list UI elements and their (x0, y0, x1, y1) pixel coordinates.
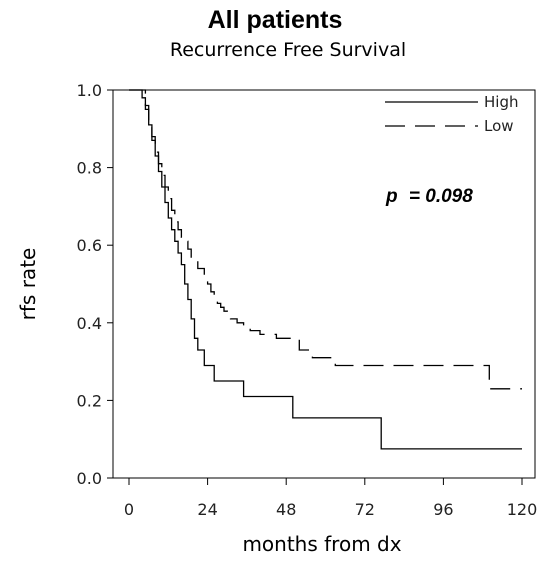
y-tick-label: 0.6 (77, 236, 102, 255)
x-axis: 0 24 48 72 96 120 (124, 478, 537, 519)
plot-frame (112, 89, 536, 479)
y-tick-label: 0.8 (77, 159, 102, 178)
x-tick-label: 0 (124, 500, 134, 519)
x-axis-label: months from dx (242, 532, 401, 556)
y-axis: 0.0 0.2 0.4 0.6 0.8 1.0 (77, 81, 113, 488)
x-tick-label: 24 (197, 500, 217, 519)
legend-label-high: High (484, 93, 518, 111)
x-tick-label: 96 (433, 500, 453, 519)
legend-label-low: Low (484, 117, 514, 135)
y-tick-label: 0.2 (77, 391, 102, 410)
y-tick-label: 0.0 (77, 469, 102, 488)
series-layer (129, 89, 522, 450)
y-axis-label: rfs rate (16, 248, 40, 321)
x-tick-label: 120 (507, 500, 538, 519)
x-tick-label: 72 (355, 500, 375, 519)
y-tick-label: 0.4 (77, 314, 102, 333)
legend: High Low (385, 93, 518, 135)
chart-subtitle: Recurrence Free Survival (170, 39, 406, 61)
series-line-high (129, 89, 522, 450)
y-tick-label: 1.0 (77, 81, 102, 100)
p-value-annotation: p = 0.098 (385, 186, 473, 207)
chart-title: All patients (208, 6, 343, 34)
p-symbol: p (385, 186, 398, 207)
p-value: = 0.098 (409, 186, 473, 207)
series-line-low (129, 89, 522, 390)
x-tick-label: 48 (276, 500, 296, 519)
